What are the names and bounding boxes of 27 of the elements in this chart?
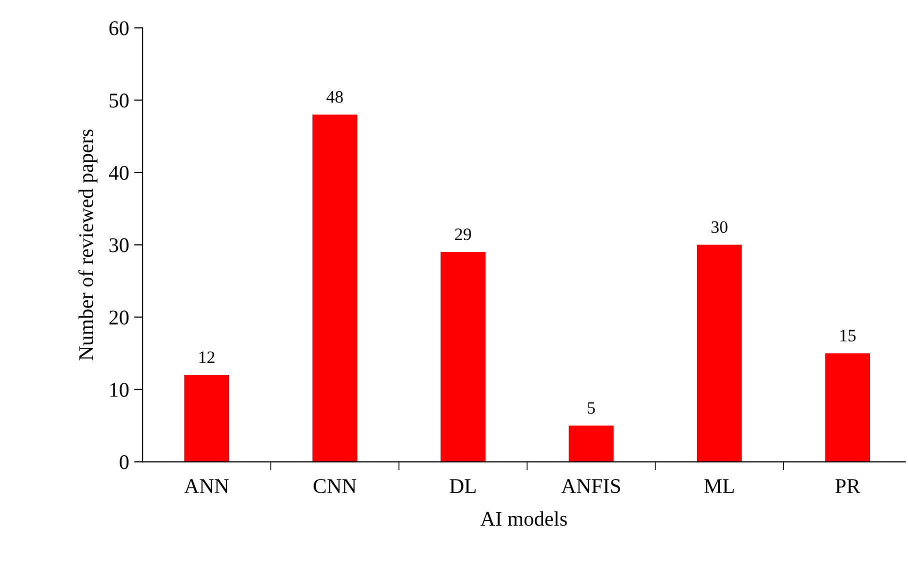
x-tick-label: ML xyxy=(704,479,734,493)
data-label: 29 xyxy=(455,228,471,240)
y-tick-label: 50 xyxy=(110,94,129,108)
x-tick-label: ANN xyxy=(184,479,229,493)
y-tick-label: 60 xyxy=(109,21,129,36)
data-label: 48 xyxy=(326,91,343,103)
bar xyxy=(184,374,230,462)
x-tick-label: ANFIS xyxy=(561,479,620,494)
data-label: 30 xyxy=(712,221,728,233)
bar xyxy=(312,114,358,462)
bar xyxy=(825,353,870,462)
x-axis-title: AI models xyxy=(480,511,567,526)
data-label: 12 xyxy=(199,351,214,363)
bar xyxy=(568,426,614,462)
y-tick-label: 40 xyxy=(108,166,129,180)
y-axis-title: Number of reviewed papers xyxy=(78,130,98,360)
bar xyxy=(440,252,486,462)
y-tick-label: 20 xyxy=(109,310,129,325)
x-tick-label: CNN xyxy=(314,479,356,494)
bar xyxy=(696,244,742,462)
x-tick-label: DL xyxy=(450,479,476,493)
data-label: 5 xyxy=(588,402,595,414)
data-label: 15 xyxy=(840,330,856,342)
y-tick-label: 10 xyxy=(110,382,129,397)
x-tick-label: PR xyxy=(835,479,860,493)
y-tick-label: 0 xyxy=(120,455,129,470)
y-tick-label: 30 xyxy=(110,238,129,252)
